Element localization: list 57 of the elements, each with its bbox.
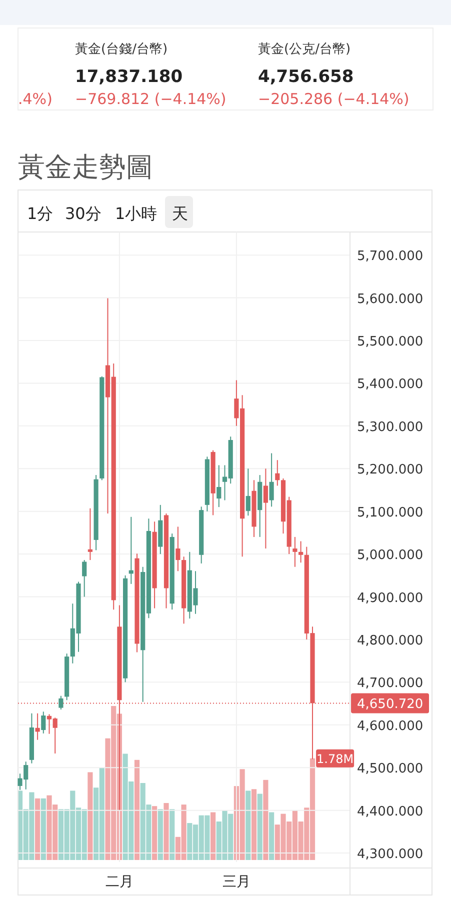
y-tick-label: 5,300.000 [357, 420, 424, 435]
y-tick-label: 5,600.000 [357, 292, 424, 307]
text: 黃金(台錢/台幣) [75, 42, 168, 57]
bar [158, 809, 163, 860]
bar [164, 803, 169, 860]
y-tick-label: 5,000.000 [357, 548, 424, 564]
candlestick [216, 464, 222, 508]
bar [35, 798, 40, 860]
candlestick [88, 508, 92, 561]
bar [269, 812, 274, 860]
text: 1分 [27, 204, 54, 223]
y-tick-label: 4,800.000 [357, 633, 424, 648]
bar [251, 789, 257, 860]
chart-title: 黃金走勢圖 [18, 152, 153, 183]
candlestick [58, 695, 64, 710]
text: 4,756.658 [258, 67, 354, 87]
text: 30分 [65, 204, 102, 223]
y-tick-label: 4,600.000 [357, 718, 424, 734]
candlestick [246, 468, 250, 516]
candlestick [263, 468, 268, 549]
candlestick [275, 460, 280, 486]
bar [170, 809, 175, 860]
bar [210, 812, 216, 860]
y-tick-label: 4,700.000 [357, 676, 424, 692]
text: 1小時 [115, 204, 158, 223]
y-tick-label: 4,500.000 [357, 762, 424, 777]
ref-line-label: 4,650.720 [357, 697, 424, 712]
text: .4%) [18, 90, 52, 108]
y-tick-label: 4,400.000 [357, 804, 424, 820]
candlestick [292, 536, 298, 568]
text: 天 [172, 204, 188, 223]
text: −769.812 (−4.14%) [75, 90, 226, 108]
bar [246, 790, 251, 860]
y-tick-label: 4,900.000 [357, 590, 424, 606]
y-tick-label: 4,300.000 [357, 847, 424, 862]
text: 1.78M [316, 752, 354, 766]
y-tick-label: 5,200.000 [357, 462, 424, 478]
candlestick [298, 540, 304, 564]
text: 黃金(公克/台幣) [258, 42, 351, 57]
y-tick-label: 5,700.000 [357, 249, 424, 264]
candlestick [82, 560, 87, 598]
text: 17,837.180 [75, 67, 183, 87]
candlestick [41, 711, 46, 734]
y-tick-label: 5,400.000 [357, 377, 424, 392]
bar [263, 780, 268, 860]
bar [257, 794, 262, 860]
y-tick-label: 5,500.000 [357, 334, 424, 350]
x-tick-label: 二月 [105, 874, 134, 890]
bar [88, 772, 93, 860]
bar [40, 798, 46, 860]
y-tick-label: 5,100.000 [357, 505, 424, 520]
bar [134, 760, 140, 860]
text: −205.286 (−4.14%) [258, 90, 410, 108]
x-tick-label: 三月 [222, 874, 250, 890]
candlestick [269, 452, 274, 508]
candlestick [176, 526, 180, 572]
bar [152, 806, 158, 860]
